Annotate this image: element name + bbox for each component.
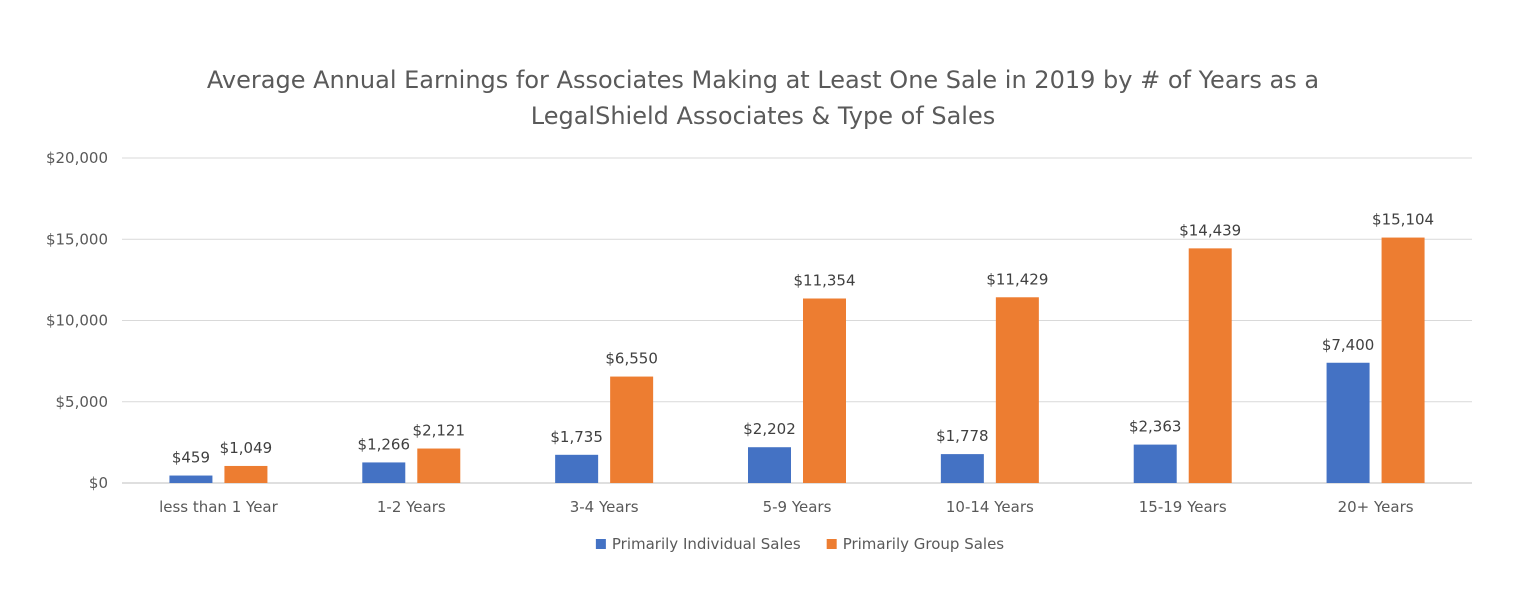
data-label: $7,400 (1322, 336, 1375, 354)
legend-label: Primarily Group Sales (843, 535, 1005, 553)
data-label: $2,202 (743, 420, 796, 438)
data-label: $1,735 (550, 428, 603, 446)
bar-group (1188, 248, 1232, 483)
y-tick-label: $20,000 (46, 149, 108, 167)
bar-individual (1326, 362, 1370, 483)
legend: Primarily Individual Sales Primarily Grou… (595, 535, 1005, 553)
data-label: $14,439 (1179, 221, 1241, 239)
x-tick-label: 5-9 Years (763, 498, 832, 516)
data-label: $1,778 (936, 427, 989, 445)
x-tick-label: 3-4 Years (570, 498, 639, 516)
legend-swatch (826, 539, 837, 549)
bar-group (224, 465, 268, 483)
x-tick-label: 1-2 Years (377, 498, 446, 516)
bar-group (995, 297, 1039, 483)
bar-group (803, 298, 846, 483)
legend-item: Primarily Individual Sales (595, 535, 801, 553)
bar-individual (555, 454, 599, 483)
x-tick-label: 10-14 Years (946, 498, 1034, 516)
bar-individual (362, 462, 406, 483)
data-label: $2,363 (1129, 418, 1182, 436)
data-label: $459 (172, 449, 210, 467)
x-tick-label: 15-19 Years (1139, 498, 1227, 516)
data-label: $11,429 (986, 270, 1048, 288)
gridlines (122, 157, 1472, 484)
data-label: $2,121 (413, 422, 466, 440)
bar-group (1381, 237, 1425, 483)
chart-title-line-1: Average Annual Earnings for Associates M… (207, 66, 1319, 94)
x-axis-ticks: less than 1 Year 1-2 Years 3-4 Years 5-9 Ye… (159, 498, 1414, 516)
data-label: $1,049 (220, 439, 273, 457)
y-tick-label: $10,000 (46, 312, 108, 330)
legend-item: Primarily Group Sales (826, 535, 1005, 553)
y-tick-label: $15,000 (46, 230, 108, 248)
legend-label: Primarily Individual Sales (612, 535, 801, 553)
data-label: $6,550 (605, 350, 658, 368)
x-tick-label: 20+ Years (1338, 498, 1414, 516)
y-axis-ticks: $0 $5,000 $10,000 $15,000 $20,000 (46, 149, 108, 492)
bar-individual (169, 475, 213, 483)
legend-swatch (595, 539, 606, 549)
bar-group (610, 376, 654, 483)
x-tick-label: less than 1 Year (159, 498, 279, 516)
data-label: $1,266 (358, 435, 411, 453)
y-tick-label: $5,000 (56, 393, 109, 411)
bar-individual (1133, 444, 1177, 483)
bars (169, 237, 1425, 483)
bar-individual (940, 454, 984, 483)
chart-title-line-2: LegalShield Associates & Type of Sales (531, 102, 995, 130)
data-labels: $459 $1,049 $1,266$2,121 $1,735 $6,550 $2,202… (172, 211, 1434, 467)
data-label: $11,354 (793, 271, 855, 289)
data-label: $15,104 (1372, 211, 1434, 229)
bar-group (417, 448, 461, 483)
bar-individual (748, 447, 791, 483)
y-tick-label: $0 (89, 474, 108, 492)
